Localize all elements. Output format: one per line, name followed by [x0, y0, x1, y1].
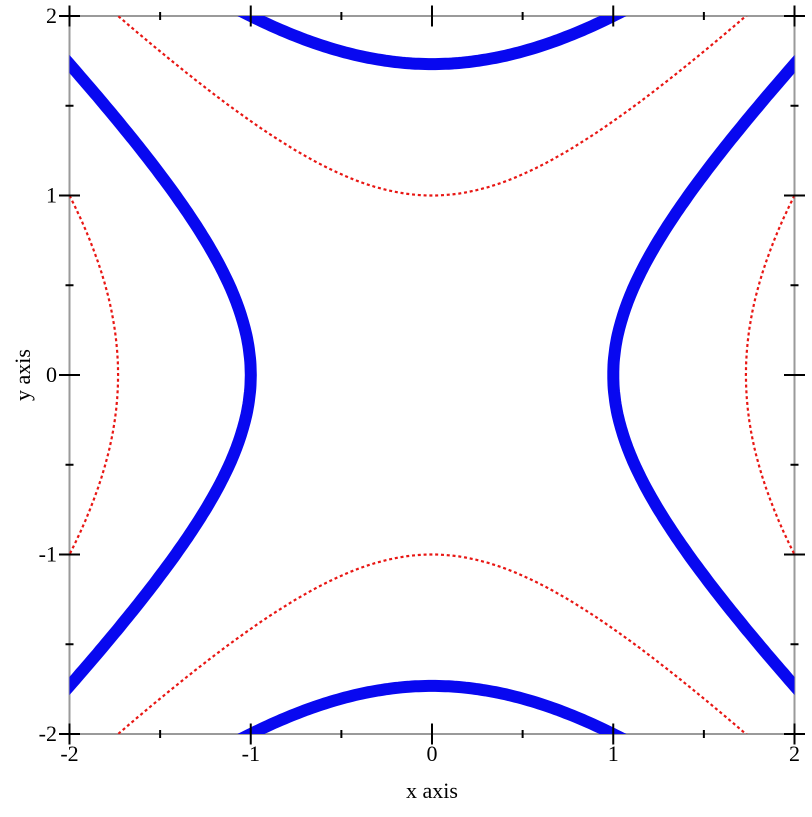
contour-curve-level-1 — [69, 54, 257, 696]
y-tick-label--1: -1 — [39, 542, 57, 567]
y-tick-label-1: 1 — [46, 183, 57, 208]
y-tick-label-2: 2 — [46, 3, 57, 28]
x-axis-label: x axis — [406, 778, 458, 803]
tick-labels: -2 -1 0 1 2 -2 -1 0 1 2 — [39, 3, 800, 766]
axis-ticks — [59, 5, 805, 745]
y-axis-label: y axis — [10, 349, 35, 401]
contour-curve-level-1 — [607, 54, 795, 696]
x-tick-label-1: 1 — [608, 741, 619, 766]
y-tick-label-0: 0 — [46, 362, 57, 387]
contour-curve-level--3 — [237, 16, 627, 71]
x-tick-label-2: 2 — [789, 741, 800, 766]
x-tick-label--1: -1 — [242, 741, 260, 766]
x-tick-label-0: 0 — [427, 741, 438, 766]
contour-curve-level-3 — [744, 193, 795, 557]
y-tick-label--2: -2 — [39, 721, 57, 746]
contour-curve-level--3 — [237, 679, 627, 734]
x-tick-label--2: -2 — [60, 741, 78, 766]
contour-curve-level--1 — [116, 553, 748, 734]
plot-frame — [68, 15, 796, 735]
contour-curve-level-3 — [69, 193, 120, 557]
contour-curve-level--1 — [116, 16, 748, 197]
